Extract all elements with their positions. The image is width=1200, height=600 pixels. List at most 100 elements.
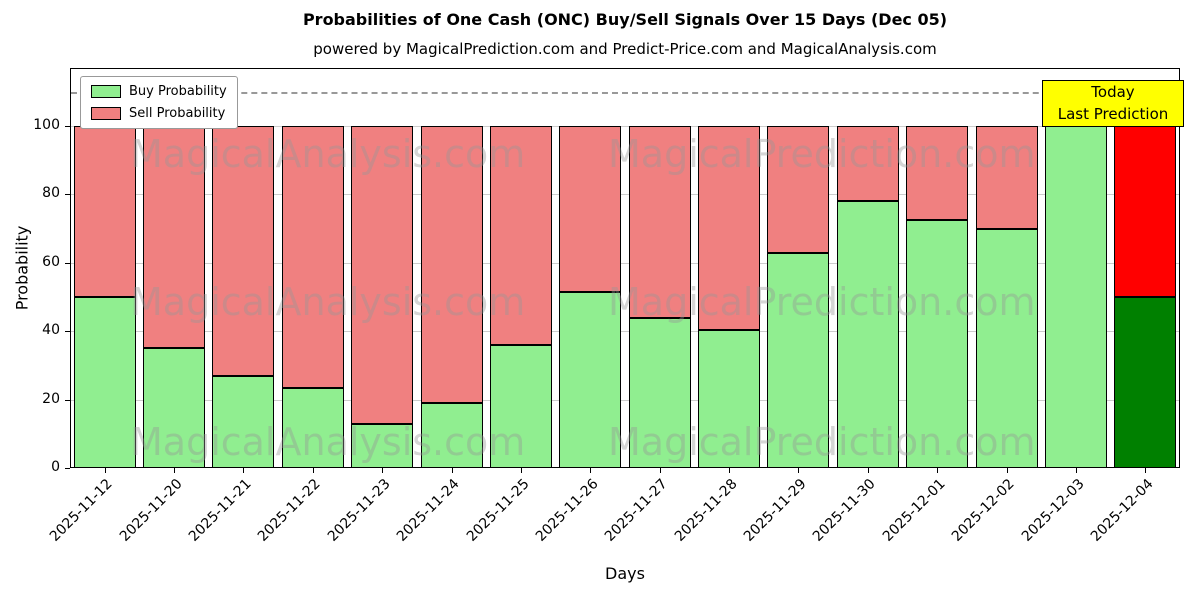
x-tick-mark (520, 468, 522, 473)
x-tick-mark (729, 468, 731, 473)
watermark-text: MagicalPrediction.com (608, 132, 1036, 176)
x-tick-label: 2025-12-04 (1087, 476, 1157, 545)
gridline (71, 194, 1179, 196)
x-tick-label: 2025-12-02 (949, 476, 1018, 545)
today-annotation-line1: Today (1091, 82, 1135, 101)
x-tick-label: 2025-11-26 (532, 476, 602, 545)
y-tick-mark (65, 194, 70, 196)
bar-sell-segment (836, 126, 899, 202)
watermark-text: MagicalAnalysis.com (130, 280, 526, 324)
x-tick-label: 2025-11-12 (47, 476, 117, 545)
y-tick-label: 60 (42, 253, 60, 270)
bar-sell-segment (559, 126, 622, 292)
x-tick-label: 2025-11-28 (671, 476, 741, 545)
bar-buy-segment (975, 228, 1038, 468)
watermark-text: MagicalAnalysis.com (130, 132, 526, 176)
x-tick-label: 2025-11-21 (185, 476, 255, 545)
y-tick-label: 0 (51, 459, 60, 475)
plot-area (70, 68, 1180, 468)
sell-swatch-icon (91, 107, 121, 120)
bar-sell-segment (628, 126, 691, 318)
gridline (71, 262, 1179, 264)
legend: Buy Probability Sell Probability (80, 76, 238, 129)
bar-buy-segment (767, 252, 830, 468)
x-tick-label: 2025-11-25 (463, 476, 533, 545)
bar-buy-segment (489, 344, 552, 468)
today-annotation-line2: Last Prediction (1057, 104, 1169, 123)
y-tick-label: 20 (42, 390, 60, 407)
x-tick-label: 2025-11-24 (394, 476, 463, 545)
x-tick-mark (1075, 468, 1077, 473)
bar-sell-segment (73, 126, 136, 298)
x-tick-label: 2025-12-03 (1018, 476, 1088, 545)
y-tick-mark (65, 262, 70, 264)
gridline (71, 126, 1179, 128)
x-tick-label: 2025-11-22 (255, 476, 325, 545)
dashed-threshold-line (71, 91, 1179, 94)
x-tick-mark (451, 468, 453, 473)
x-tick-mark (104, 468, 106, 473)
x-axis-label: Days (605, 564, 645, 583)
today-annotation-box: Today Last Prediction (1042, 80, 1184, 127)
bar-sell-segment (906, 126, 969, 221)
watermark-text: MagicalAnalysis.com (130, 420, 526, 464)
bar-buy-segment (143, 348, 206, 468)
y-tick-mark (65, 331, 70, 333)
bar-buy-segment (351, 423, 414, 468)
bar-sell-segment (1114, 126, 1177, 298)
watermark-text: MagicalPrediction.com (608, 280, 1036, 324)
y-tick-label: 40 (42, 322, 60, 339)
x-tick-label: 2025-11-30 (810, 476, 880, 545)
gridline (71, 331, 1179, 333)
bar-buy-segment (420, 403, 483, 468)
x-tick-mark (1145, 468, 1147, 473)
gridline (71, 399, 1179, 401)
legend-row-buy: Buy Probability (91, 84, 227, 99)
x-tick-mark (937, 468, 939, 473)
legend-buy-label: Buy Probability (129, 84, 227, 99)
bar-sell-segment (489, 126, 552, 345)
x-tick-mark (243, 468, 245, 473)
bar-buy-segment (1044, 126, 1107, 468)
y-tick-label: 100 (33, 117, 60, 134)
buy-swatch-icon (91, 85, 121, 98)
chart-title: Probabilities of One Cash (ONC) Buy/Sell… (302, 10, 948, 29)
bar-sell-segment (767, 126, 830, 253)
legend-sell-label: Sell Probability (129, 106, 226, 121)
y-tick-label: 80 (42, 185, 60, 202)
bar-buy-segment (73, 297, 136, 468)
x-tick-mark (1006, 468, 1008, 473)
x-tick-mark (174, 468, 176, 473)
watermark-text: MagicalPrediction.com (608, 420, 1036, 464)
x-tick-label: 2025-11-20 (116, 476, 186, 545)
x-tick-mark (798, 468, 800, 473)
bar-buy-segment (906, 220, 969, 468)
y-tick-mark (65, 399, 70, 401)
x-tick-label: 2025-11-27 (602, 476, 672, 545)
bar-buy-segment (1114, 297, 1177, 468)
bar-sell-segment (975, 126, 1038, 229)
y-tick-mark (65, 468, 70, 469)
x-tick-mark (590, 468, 592, 473)
bar-buy-segment (628, 317, 691, 468)
bar-sell-segment (698, 126, 761, 330)
bar-sell-segment (420, 126, 483, 404)
bar-buy-segment (212, 375, 275, 468)
x-tick-mark (867, 468, 869, 473)
bar-buy-segment (559, 291, 622, 468)
legend-row-sell: Sell Probability (91, 106, 227, 121)
chart-subtitle: powered by MagicalPrediction.com and Pre… (313, 40, 937, 58)
bar-buy-segment (698, 329, 761, 468)
x-tick-mark (659, 468, 661, 473)
y-tick-mark (65, 126, 70, 128)
bar-sell-segment (143, 126, 206, 349)
bar-sell-segment (281, 126, 344, 388)
x-tick-label: 2025-11-29 (740, 476, 810, 545)
bar-sell-segment (351, 126, 414, 424)
x-tick-label: 2025-12-01 (879, 476, 949, 545)
x-tick-label: 2025-11-23 (324, 476, 394, 545)
x-tick-mark (382, 468, 384, 473)
x-tick-mark (312, 468, 314, 473)
bar-sell-segment (212, 126, 275, 376)
